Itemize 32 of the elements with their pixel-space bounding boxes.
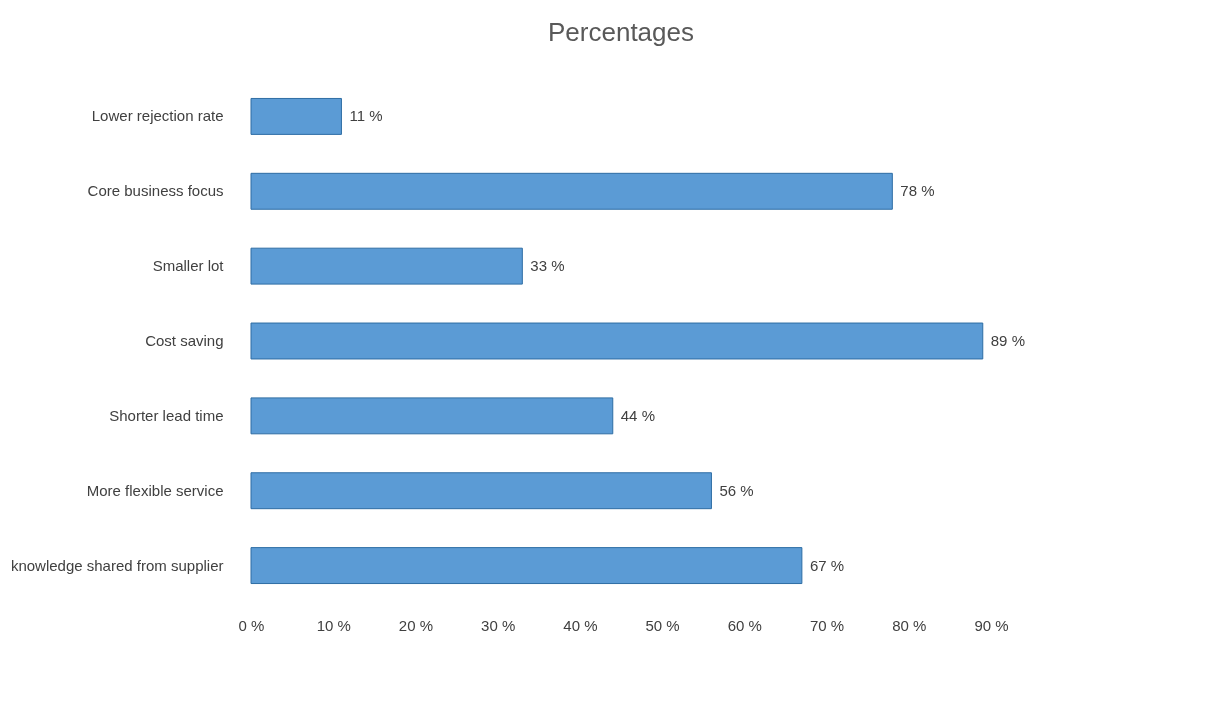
- x-tick-label: 10 %: [316, 616, 351, 634]
- x-tick-label: 0 %: [238, 616, 265, 634]
- x-tick-label: 50 %: [645, 616, 680, 634]
- x-tick-label: 80 %: [892, 616, 927, 634]
- y-tick-label: Core business focus: [87, 182, 224, 200]
- y-tick-label: knowledge shared from supplier: [10, 556, 224, 574]
- x-tick-label: 40 %: [563, 616, 598, 634]
- y-tick-label: Smaller lot: [152, 257, 225, 275]
- y-tick-label: Shorter lead time: [109, 406, 224, 424]
- x-tick-label: 20 %: [398, 616, 434, 634]
- x-tick-label: 30 %: [481, 616, 516, 634]
- data-label: 11 %: [349, 107, 383, 125]
- data-label: 56 %: [719, 481, 754, 499]
- data-label: 44 %: [620, 406, 655, 424]
- data-label: 33 %: [530, 257, 565, 275]
- y-tick-label: Lower rejection rate: [91, 107, 224, 125]
- bar: [250, 97, 342, 135]
- y-tick-label: Cost saving: [145, 332, 224, 349]
- bar: [250, 472, 712, 510]
- chart-title: Percentages: [548, 17, 694, 47]
- x-tick-label: 70 %: [809, 616, 845, 634]
- x-tick-label: 90 %: [974, 616, 1009, 634]
- data-label: 67 %: [809, 556, 845, 574]
- x-tick-label: 60 %: [727, 616, 762, 634]
- data-label: 89 %: [990, 332, 1025, 349]
- y-tick-label: More flexible service: [86, 481, 224, 499]
- bar: [250, 397, 614, 435]
- bar: [250, 247, 523, 285]
- bar: [250, 547, 803, 585]
- data-label: 78 %: [900, 182, 935, 200]
- bar: [250, 172, 893, 210]
- bar: [250, 322, 984, 360]
